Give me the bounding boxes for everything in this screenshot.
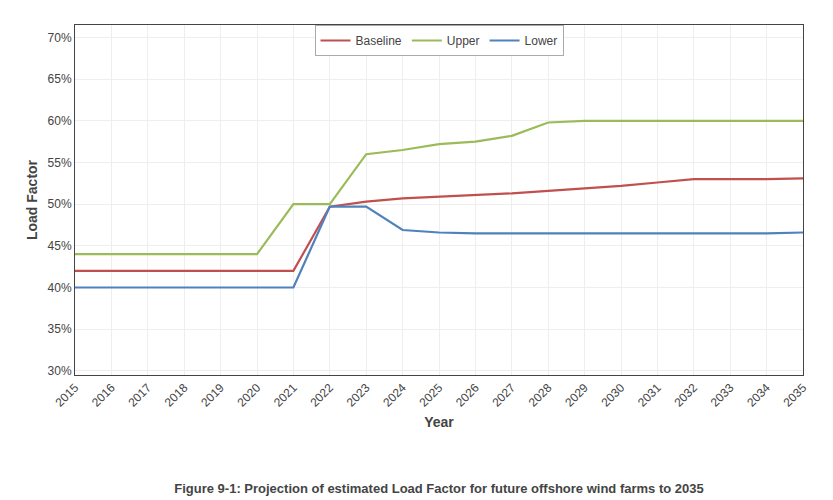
svg-text:45%: 45% — [48, 239, 72, 253]
svg-text:Load Factor: Load Factor — [24, 159, 40, 240]
svg-text:2021: 2021 — [271, 381, 300, 410]
svg-text:2016: 2016 — [89, 381, 118, 410]
svg-text:2027: 2027 — [489, 381, 518, 410]
svg-text:40%: 40% — [48, 281, 72, 295]
svg-text:2033: 2033 — [708, 381, 737, 410]
svg-text:30%: 30% — [48, 364, 72, 378]
svg-text:60%: 60% — [48, 114, 72, 128]
svg-text:2020: 2020 — [235, 381, 264, 410]
svg-text:Upper: Upper — [447, 34, 480, 48]
svg-text:35%: 35% — [48, 322, 72, 336]
svg-text:2035: 2035 — [781, 381, 810, 410]
svg-text:2032: 2032 — [671, 381, 700, 410]
svg-text:70%: 70% — [48, 31, 72, 45]
svg-text:Figure 9-1: Projection of esti: Figure 9-1: Projection of estimated Load… — [174, 481, 703, 496]
svg-text:Year: Year — [424, 414, 454, 430]
svg-text:2028: 2028 — [526, 381, 555, 410]
svg-text:Baseline: Baseline — [356, 34, 402, 48]
svg-text:2031: 2031 — [635, 381, 664, 410]
svg-text:2023: 2023 — [344, 381, 373, 410]
svg-text:2017: 2017 — [125, 381, 154, 410]
svg-text:2026: 2026 — [453, 381, 482, 410]
svg-text:2030: 2030 — [599, 381, 628, 410]
svg-text:Lower: Lower — [525, 34, 558, 48]
svg-text:2019: 2019 — [198, 381, 227, 410]
svg-text:55%: 55% — [48, 156, 72, 170]
svg-text:65%: 65% — [48, 72, 72, 86]
svg-text:2034: 2034 — [744, 381, 773, 410]
svg-text:50%: 50% — [48, 197, 72, 211]
svg-text:2015: 2015 — [53, 381, 82, 410]
svg-text:2029: 2029 — [562, 381, 591, 410]
svg-text:2018: 2018 — [162, 381, 191, 410]
svg-text:2022: 2022 — [307, 381, 336, 410]
svg-text:2024: 2024 — [380, 381, 409, 410]
svg-text:2025: 2025 — [417, 381, 446, 410]
